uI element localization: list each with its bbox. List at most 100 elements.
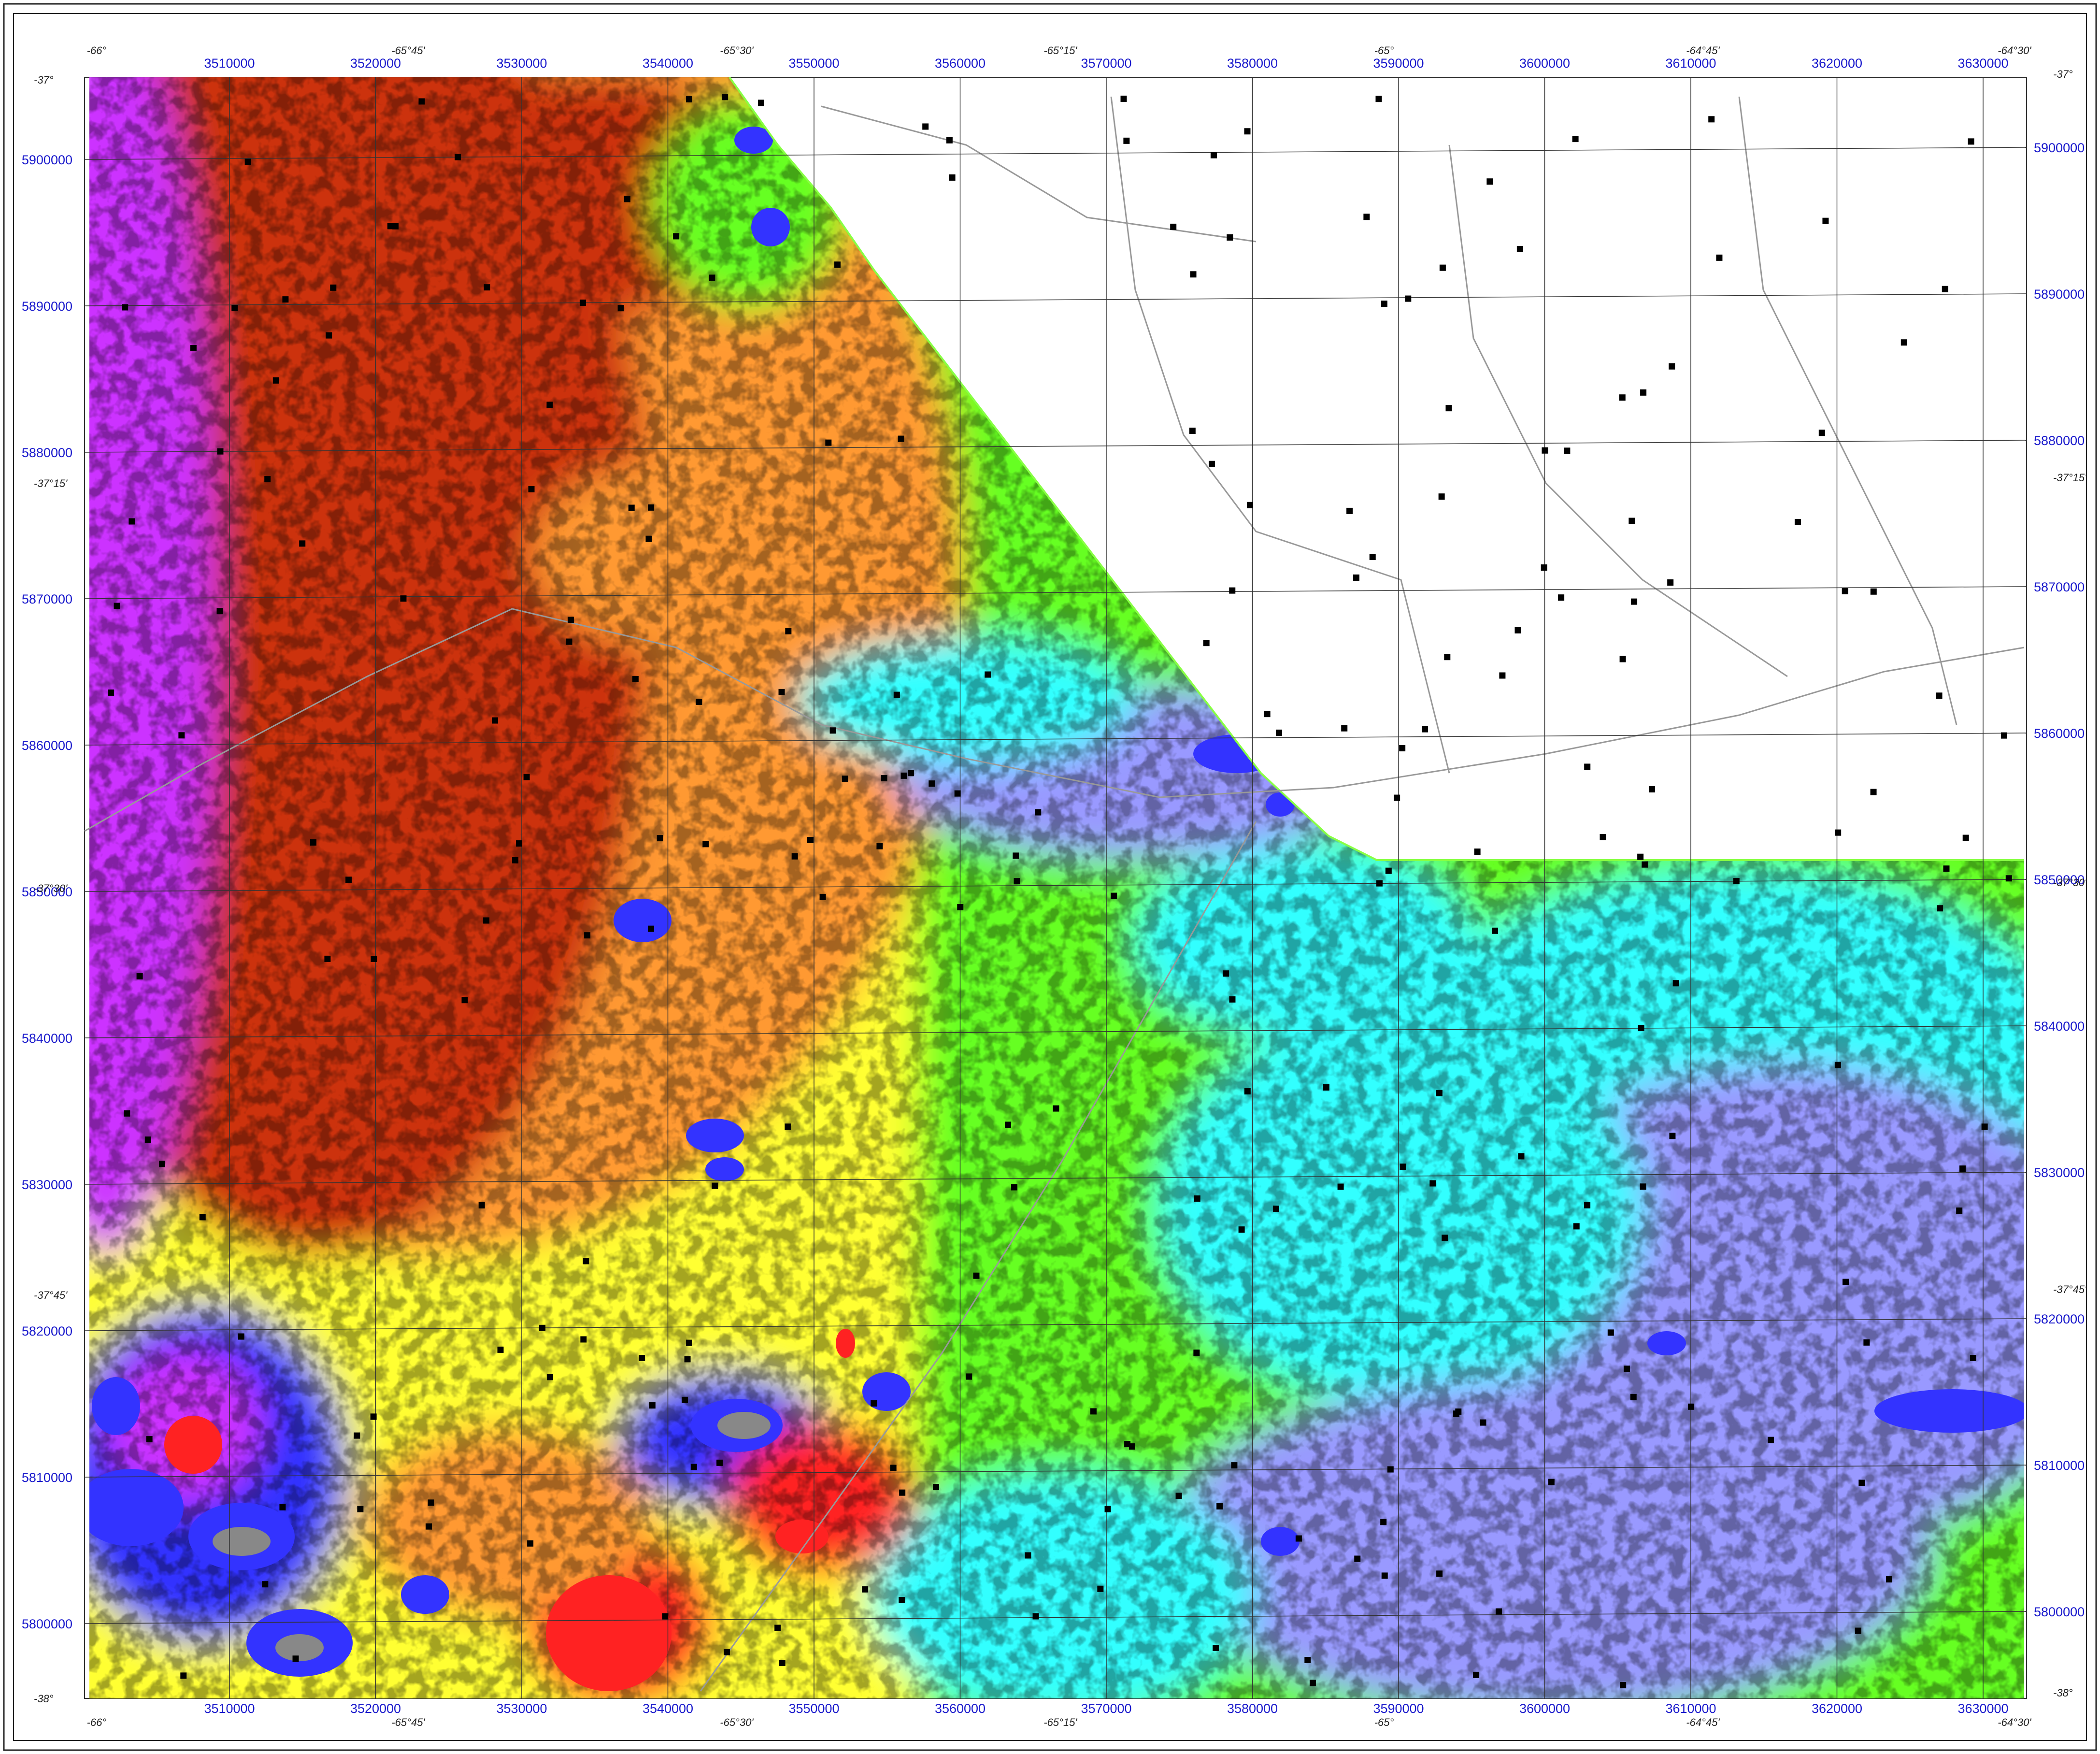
station-marker (1354, 1555, 1361, 1562)
station-marker (1238, 1226, 1245, 1233)
station-marker (516, 840, 523, 847)
northing-label-left: 5810000 (22, 1470, 72, 1485)
station-marker (825, 439, 832, 446)
station-marker (624, 196, 630, 202)
station-marker (673, 233, 680, 240)
station-marker (238, 1333, 244, 1340)
station-marker (1943, 865, 1950, 872)
station-marker (696, 699, 702, 705)
station-marker (779, 1660, 786, 1667)
station-marker (1548, 1479, 1555, 1485)
station-marker (819, 893, 826, 900)
station-marker (682, 1396, 688, 1403)
station-marker (1942, 286, 1948, 292)
easting-label-top: 3580000 (1227, 56, 1278, 71)
easting-label-top: 3570000 (1081, 56, 1131, 71)
station-marker (122, 304, 129, 311)
northing-label-left: 5900000 (22, 153, 72, 167)
station-marker (949, 174, 956, 181)
station-marker (985, 671, 991, 678)
station-marker (1572, 136, 1579, 143)
station-marker (1375, 96, 1382, 102)
easting-label-bottom: 3520000 (350, 1701, 401, 1716)
northing-label-right: 5870000 (2034, 580, 2085, 594)
station-marker (1474, 848, 1481, 855)
station-marker (1246, 502, 1253, 508)
northing-gridline (84, 733, 2027, 746)
station-marker (702, 841, 709, 848)
easting-label-bottom: 3590000 (1373, 1701, 1424, 1716)
easting-label-top: 3520000 (350, 56, 401, 71)
easting-label-top: 3590000 (1373, 56, 1424, 71)
station-marker (492, 717, 499, 724)
northing-gridline (84, 147, 2027, 160)
longitude-label-top: -64°45' (1686, 44, 1720, 57)
station-marker (957, 904, 964, 910)
station-marker (1422, 726, 1429, 733)
northing-gridline (84, 1465, 2027, 1478)
northing-label-left: 5850000 (22, 885, 72, 899)
station-marker (1346, 507, 1353, 514)
station-marker (1229, 996, 1236, 1003)
easting-label-top: 3560000 (935, 56, 986, 71)
northing-label-right: 5860000 (2034, 726, 2085, 741)
station-marker (1400, 1164, 1406, 1170)
station-marker (662, 1613, 669, 1620)
station-marker (528, 486, 535, 492)
station-marker (684, 1356, 691, 1363)
station-marker (1387, 1466, 1394, 1473)
station-marker (129, 518, 135, 525)
station-marker (908, 770, 914, 776)
station-marker (1129, 1443, 1135, 1450)
station-marker (566, 638, 572, 645)
station-marker (1203, 640, 1210, 647)
northing-gridline (84, 1172, 2027, 1185)
station-marker (310, 839, 317, 846)
station-marker (1936, 692, 1943, 699)
station-marker (1097, 1585, 1104, 1592)
station-marker (1863, 1339, 1870, 1346)
station-marker (580, 1336, 587, 1343)
station-marker (583, 1258, 589, 1265)
northing-gridline (84, 1611, 2027, 1624)
station-marker (1937, 905, 1943, 912)
station-marker (546, 402, 553, 408)
station-marker (757, 100, 764, 106)
station-marker (1631, 598, 1638, 605)
easting-label-bottom: 3620000 (1812, 1701, 1862, 1716)
longitude-label-bottom: -65°30' (720, 1716, 754, 1728)
station-marker (1855, 1627, 1861, 1634)
station-marker (231, 305, 238, 312)
station-marker (1516, 245, 1523, 252)
station-marker (1120, 95, 1127, 102)
station-marker (1275, 729, 1282, 736)
station-marker (324, 955, 331, 962)
station-marker (1638, 1025, 1644, 1032)
station-marker (1716, 254, 1723, 261)
station-marker (834, 261, 841, 268)
northing-gridline (84, 440, 2027, 453)
station-marker (478, 1202, 485, 1208)
easting-label-top: 3510000 (204, 56, 255, 71)
station-marker (1442, 1235, 1448, 1241)
northing-label-right: 5820000 (2034, 1312, 2085, 1326)
station-marker (2005, 875, 2012, 882)
easting-label-bottom: 3530000 (496, 1701, 547, 1716)
station-marker (893, 691, 900, 698)
station-marker (1170, 223, 1177, 230)
station-marker (539, 1324, 546, 1331)
station-marker (1438, 493, 1445, 500)
station-marker (1213, 1645, 1219, 1652)
station-marker (178, 732, 185, 739)
longitude-label-top: -65°45' (391, 44, 425, 57)
station-marker (1640, 389, 1647, 396)
station-marker (1542, 447, 1548, 454)
easting-label-bottom: 3540000 (643, 1701, 693, 1716)
station-marker (1244, 128, 1251, 135)
northing-label-right: 5830000 (2034, 1165, 2085, 1180)
outer-frame (3, 3, 2097, 1751)
station-marker (639, 1354, 645, 1361)
station-marker (1637, 853, 1644, 860)
station-marker (712, 1182, 718, 1189)
station-marker (1672, 980, 1679, 987)
